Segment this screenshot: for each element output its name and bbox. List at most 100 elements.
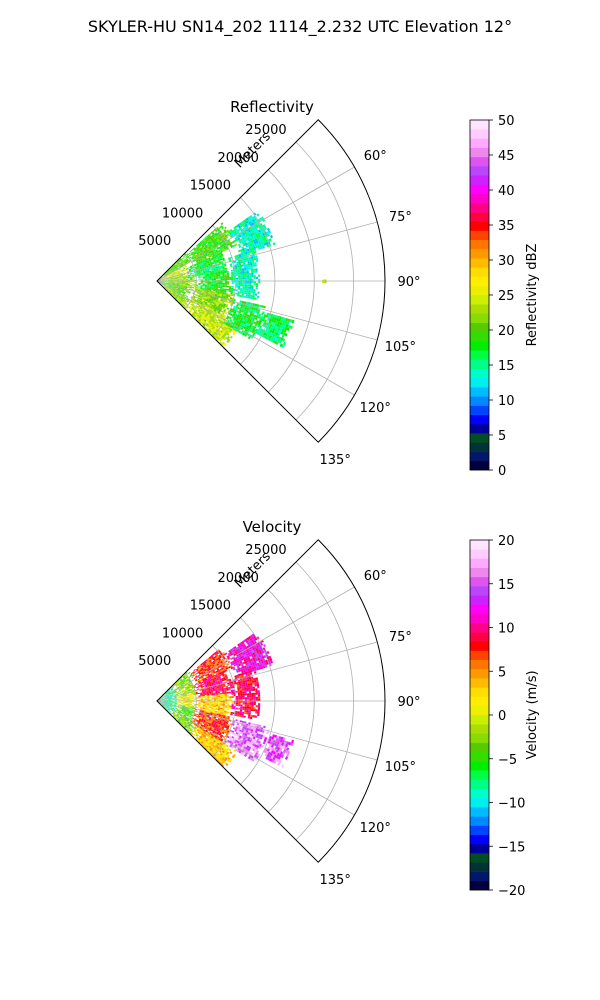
echo-cell xyxy=(183,715,186,717)
echo-cell xyxy=(219,255,222,258)
echo-cell xyxy=(202,297,205,299)
echo-cell xyxy=(215,674,218,677)
echo-cell xyxy=(173,288,176,290)
echo-cell xyxy=(207,249,211,252)
echo-cell xyxy=(190,690,193,692)
echo-cell xyxy=(199,723,202,726)
echo-cell xyxy=(203,308,207,311)
echo-cell xyxy=(183,278,186,280)
echo-cell xyxy=(217,324,220,327)
echo-cell xyxy=(199,733,202,736)
echo-cell xyxy=(211,276,214,278)
echo-cell xyxy=(205,685,208,688)
echo-cell xyxy=(199,244,202,247)
echo-cell xyxy=(202,238,206,241)
echo-cell xyxy=(206,735,209,738)
echo-cell xyxy=(176,274,179,276)
echo-cell xyxy=(200,242,203,245)
echo-cell xyxy=(247,239,251,242)
echo-cell xyxy=(174,697,177,699)
echo-cell xyxy=(176,704,179,706)
echo-cell xyxy=(206,684,210,686)
echo-cell xyxy=(194,727,197,730)
echo-cell xyxy=(212,233,216,237)
echo-cell xyxy=(187,683,190,685)
echo-cell xyxy=(183,703,186,704)
echo-cell xyxy=(202,736,205,740)
echo-cell xyxy=(242,318,245,322)
echo-cell xyxy=(215,654,219,658)
echo-cell xyxy=(198,273,202,275)
echo-cell xyxy=(168,273,171,276)
echo-cell xyxy=(217,725,221,728)
echo-cell xyxy=(162,275,165,277)
echo-cell xyxy=(175,267,178,269)
echo-cell xyxy=(197,250,201,253)
echo-cell xyxy=(192,276,195,278)
echo-cell xyxy=(202,726,205,729)
echo-cell xyxy=(224,673,227,676)
echo-cell xyxy=(235,292,238,295)
echo-cell xyxy=(213,718,216,720)
echo-cell xyxy=(207,698,210,700)
echo-cell xyxy=(195,720,199,723)
echo-cell xyxy=(225,687,229,690)
range-tick-label: 20000 xyxy=(218,151,259,166)
echo-cell xyxy=(195,315,199,318)
echo-cell xyxy=(229,298,232,301)
echo-cell xyxy=(253,307,257,311)
echo-cell xyxy=(204,275,208,277)
echo-cell xyxy=(208,690,211,693)
echo-cell xyxy=(174,702,177,704)
echo-cell xyxy=(200,720,203,723)
echo-cell xyxy=(176,286,179,288)
echo-cell xyxy=(240,249,243,252)
echo-cell xyxy=(220,749,223,752)
echo-cell xyxy=(183,304,186,307)
echo-cell xyxy=(257,232,260,236)
echo-cell xyxy=(249,279,252,281)
echo-cell xyxy=(183,710,187,712)
echo-cell xyxy=(230,335,233,339)
echo-cell xyxy=(209,285,212,288)
echo-cell xyxy=(217,710,220,712)
echo-cell xyxy=(206,738,209,741)
echo-cell xyxy=(239,224,243,228)
echo-cell xyxy=(168,693,171,695)
colorbar-tick-label: 30 xyxy=(498,254,515,269)
echo-cell xyxy=(217,293,220,295)
echo-cell xyxy=(248,315,252,318)
echo-cell xyxy=(196,287,199,290)
echo-cell xyxy=(200,663,203,666)
echo-cell xyxy=(218,335,222,339)
echo-cell xyxy=(220,666,224,669)
echo-cell xyxy=(204,691,207,693)
echo-cell xyxy=(217,719,220,722)
echo-cell xyxy=(212,307,215,310)
echo-cell xyxy=(214,660,218,664)
echo-cell xyxy=(165,691,167,694)
echo-cell xyxy=(197,728,200,731)
echo-cell xyxy=(210,237,213,240)
echo-cell xyxy=(175,272,178,274)
echo-cell xyxy=(177,687,180,689)
echo-cell xyxy=(174,283,177,284)
echo-cell xyxy=(183,680,186,683)
echo-cell xyxy=(212,229,216,233)
echo-cell xyxy=(202,707,205,709)
echo-cell xyxy=(181,292,184,294)
echo-cell xyxy=(182,720,185,723)
echo-cell xyxy=(180,259,183,262)
echo-cell xyxy=(168,291,171,293)
echo-cell xyxy=(188,281,191,283)
echo-cell xyxy=(174,683,177,685)
echo-cell xyxy=(198,305,201,308)
echo-cell xyxy=(212,737,215,741)
echo-cell xyxy=(218,714,222,716)
echo-cell xyxy=(165,704,168,706)
colorbar-swatch xyxy=(470,230,489,241)
echo-cell xyxy=(223,755,226,759)
echo-cell xyxy=(222,259,225,262)
echo-cell xyxy=(214,263,217,265)
echo-cell xyxy=(182,289,185,291)
